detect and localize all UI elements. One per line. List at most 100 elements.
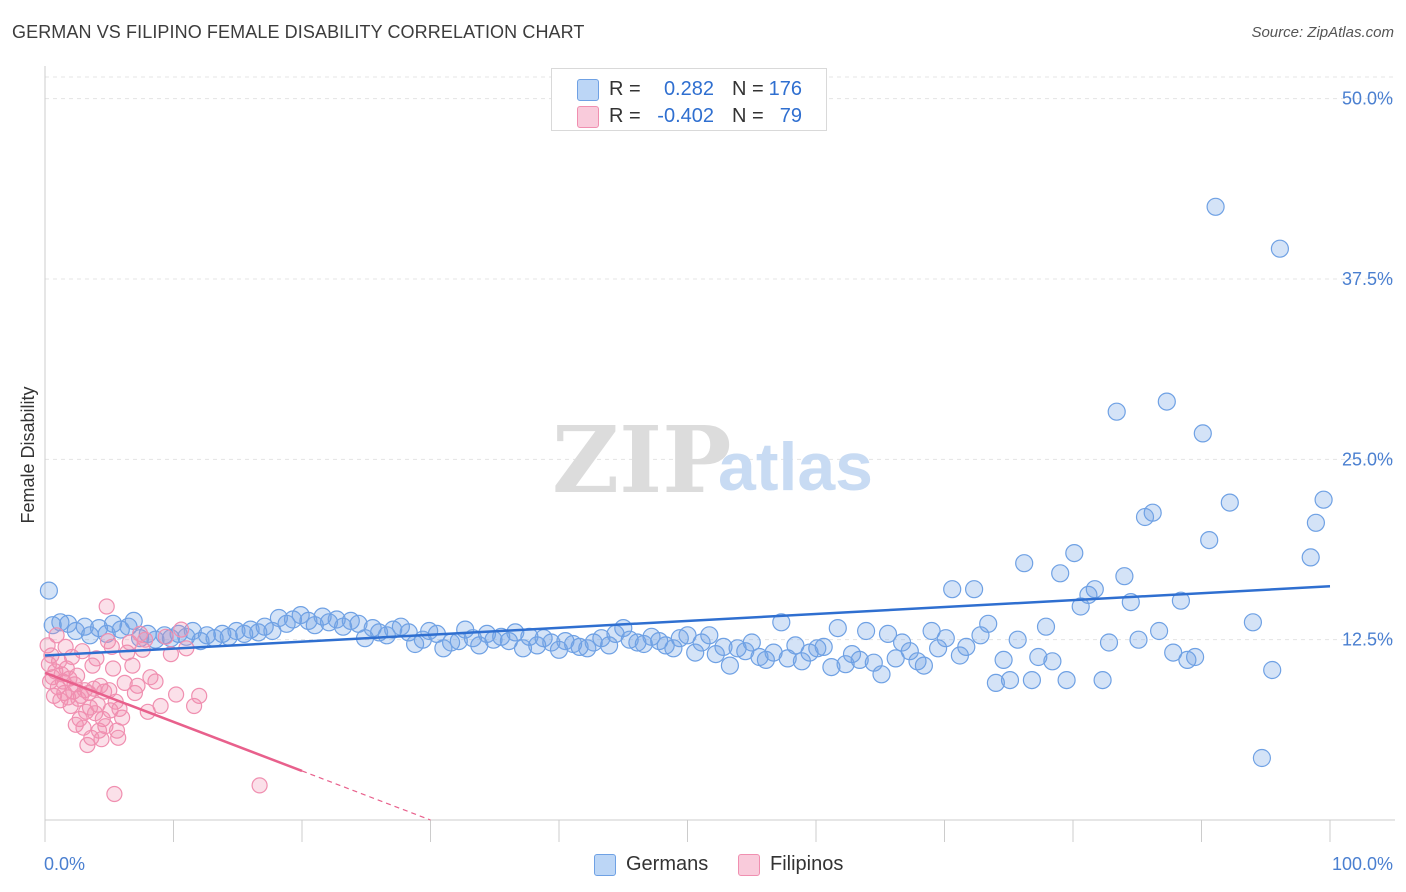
trend-lines: [44, 585, 1331, 821]
german-point: [513, 639, 533, 658]
german-point: [1043, 652, 1062, 671]
german-point: [1301, 548, 1320, 567]
german-point: [900, 642, 919, 661]
watermark-zip: ZIP: [552, 406, 731, 514]
german-point: [542, 633, 561, 652]
axes: [44, 66, 1395, 842]
filipino-point: [93, 731, 110, 748]
watermark: ZIP atlas: [552, 406, 873, 514]
y-tick-label: 37.5%: [1342, 269, 1393, 289]
filipino-point: [48, 627, 65, 644]
german-point: [979, 614, 998, 633]
n-label: N =: [732, 78, 764, 100]
germans-trend-line: [44, 585, 1331, 657]
german-point: [1093, 670, 1112, 690]
german-point: [692, 633, 711, 652]
filipino-point: [88, 650, 105, 667]
german-point: [914, 656, 934, 675]
r-value-filipinos: -0.402: [657, 105, 714, 127]
german-point: [1099, 633, 1119, 652]
filipino-point: [152, 697, 169, 715]
german-point: [706, 644, 725, 664]
german-point: [786, 636, 805, 655]
german-point: [1057, 670, 1076, 690]
german-point: [1149, 621, 1169, 641]
filipinos-trend-line: [44, 671, 303, 773]
filipino-point: [162, 645, 179, 663]
filipino-point: [39, 637, 56, 654]
german-point: [943, 580, 962, 599]
watermark-atlas: atlas: [718, 429, 873, 505]
german-point: [528, 636, 547, 655]
x-tick-label-max: 100.0%: [1332, 854, 1393, 874]
german-point: [1036, 617, 1056, 636]
german-point: [808, 639, 827, 658]
filipino-point: [173, 621, 190, 638]
german-point: [1065, 543, 1084, 563]
german-point: [1157, 392, 1176, 411]
german-point: [1129, 630, 1148, 649]
german-point: [39, 581, 59, 600]
german-point: [66, 621, 85, 641]
german-point: [822, 657, 841, 677]
germans-swatch: [577, 79, 599, 101]
filipino-point: [74, 643, 91, 660]
german-point: [1171, 591, 1191, 610]
german-point: [1164, 643, 1183, 662]
n-value-germans: 176: [768, 78, 802, 100]
german-point: [936, 629, 955, 648]
german-point: [986, 673, 1006, 693]
r-value-germans: 0.282: [663, 78, 714, 100]
german-point: [1193, 424, 1212, 443]
filipinos-swatch: [577, 106, 599, 128]
r-label: R =: [609, 105, 641, 127]
filipino-point: [98, 598, 115, 615]
filipinos-legend-swatch: [738, 854, 760, 876]
german-point: [506, 623, 525, 642]
german-point: [1243, 613, 1263, 632]
german-point: [1200, 530, 1219, 550]
filipino-point: [147, 673, 164, 690]
german-point: [1015, 554, 1034, 573]
filipino-point: [137, 631, 154, 648]
german-point: [634, 634, 653, 654]
german-point: [1252, 748, 1272, 768]
german-point: [1085, 580, 1104, 599]
filipino-point: [110, 729, 127, 746]
german-point: [1051, 564, 1070, 583]
german-point: [1029, 647, 1048, 667]
y-axis-label: Female Disability: [18, 386, 38, 523]
german-point: [828, 618, 847, 638]
german-point: [1107, 402, 1126, 421]
german-point: [856, 621, 876, 641]
filipino-point: [251, 777, 268, 794]
german-point: [720, 656, 740, 675]
german-point: [327, 610, 346, 629]
german-point: [1263, 660, 1282, 680]
german-point: [814, 637, 833, 657]
german-point: [742, 633, 761, 652]
german-point: [1206, 197, 1225, 216]
german-point: [1185, 647, 1205, 667]
r-label: R =: [609, 78, 641, 100]
filipino-point: [106, 785, 123, 803]
chart-source: Source: ZipAtlas.com: [1251, 24, 1394, 41]
y-tick-label: 50.0%: [1342, 89, 1393, 109]
filipino-point: [68, 667, 86, 684]
german-point: [686, 643, 705, 662]
german-point: [1008, 630, 1027, 649]
grid-lines: [45, 76, 1395, 641]
german-point: [756, 650, 776, 670]
german-point: [836, 655, 855, 674]
german-point: [1000, 670, 1020, 690]
german-point: [872, 665, 891, 684]
german-point: [51, 613, 70, 632]
y-tick-label: 12.5%: [1342, 630, 1393, 650]
series-filipinos: [39, 598, 268, 803]
german-point: [1022, 670, 1042, 690]
filipino-point: [129, 677, 146, 694]
german-point: [570, 637, 589, 657]
filipinos-legend-label: Filipinos: [770, 853, 844, 875]
filipino-point: [186, 697, 203, 715]
